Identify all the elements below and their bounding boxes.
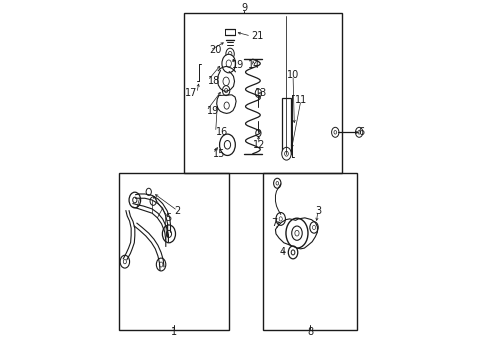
- Text: 18: 18: [208, 76, 220, 86]
- Circle shape: [312, 225, 315, 230]
- Circle shape: [146, 188, 151, 195]
- Circle shape: [225, 48, 234, 60]
- Circle shape: [222, 54, 235, 73]
- Circle shape: [224, 140, 230, 149]
- Circle shape: [166, 230, 171, 238]
- Text: 5: 5: [165, 213, 171, 223]
- Circle shape: [228, 51, 231, 57]
- Circle shape: [275, 212, 285, 225]
- Circle shape: [132, 197, 137, 203]
- Circle shape: [224, 102, 229, 109]
- Circle shape: [120, 255, 129, 268]
- Circle shape: [355, 127, 362, 137]
- Circle shape: [159, 262, 163, 267]
- Text: 16: 16: [216, 127, 228, 137]
- Circle shape: [291, 250, 294, 255]
- Text: 19: 19: [206, 106, 219, 116]
- Text: 21: 21: [251, 31, 263, 41]
- Circle shape: [331, 127, 338, 137]
- Text: 9: 9: [241, 3, 247, 13]
- Bar: [184, 13, 341, 173]
- Circle shape: [273, 178, 281, 188]
- Circle shape: [357, 131, 360, 134]
- Circle shape: [279, 217, 282, 221]
- Circle shape: [123, 260, 126, 264]
- Text: 17: 17: [184, 88, 197, 98]
- Text: 3: 3: [314, 206, 320, 216]
- Circle shape: [219, 134, 235, 156]
- Circle shape: [223, 77, 229, 86]
- Text: 19: 19: [231, 60, 244, 69]
- Text: 10: 10: [286, 70, 299, 80]
- Circle shape: [224, 89, 227, 93]
- Circle shape: [285, 218, 307, 248]
- Text: 4: 4: [279, 247, 285, 257]
- Circle shape: [162, 225, 175, 243]
- Text: 15: 15: [213, 149, 225, 159]
- Text: 7: 7: [271, 218, 277, 228]
- Bar: [263, 173, 357, 330]
- Text: 14: 14: [247, 60, 259, 69]
- Circle shape: [281, 147, 291, 160]
- Circle shape: [150, 197, 156, 205]
- Circle shape: [129, 192, 141, 208]
- Text: 12: 12: [252, 140, 264, 150]
- Text: 13: 13: [255, 88, 267, 98]
- Bar: [282, 98, 290, 154]
- Text: 1: 1: [170, 327, 176, 337]
- Text: 11: 11: [294, 95, 306, 105]
- Circle shape: [275, 181, 278, 185]
- Circle shape: [255, 130, 261, 136]
- Circle shape: [255, 89, 261, 98]
- Text: 2: 2: [174, 206, 181, 216]
- Text: 20: 20: [209, 45, 222, 55]
- Circle shape: [222, 86, 229, 96]
- Text: 8: 8: [306, 327, 312, 337]
- Circle shape: [225, 60, 231, 67]
- Circle shape: [288, 246, 297, 259]
- Circle shape: [291, 226, 302, 240]
- Circle shape: [284, 151, 288, 156]
- Circle shape: [294, 230, 299, 236]
- Circle shape: [156, 258, 165, 271]
- Circle shape: [309, 222, 318, 233]
- Text: 6: 6: [357, 127, 364, 137]
- Circle shape: [333, 131, 336, 134]
- Bar: [118, 173, 228, 330]
